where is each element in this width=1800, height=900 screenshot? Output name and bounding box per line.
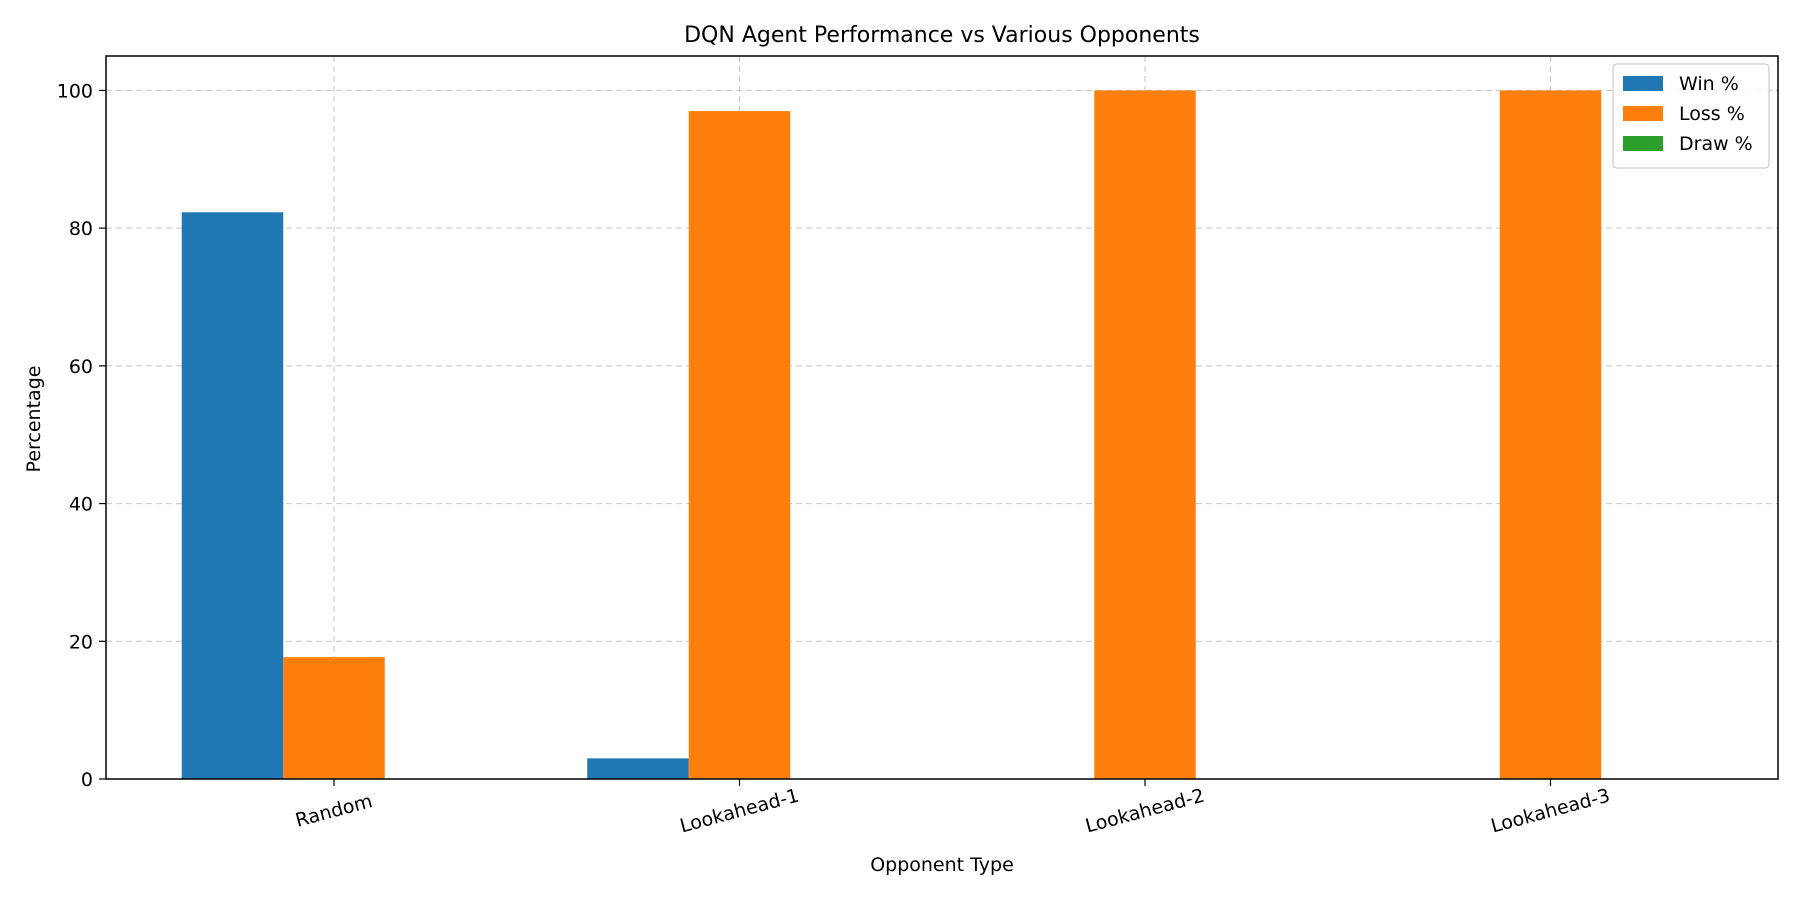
legend-swatch (1623, 106, 1663, 121)
x-tick-label: Random (293, 790, 375, 832)
y-axis-label: Percentage (23, 366, 45, 473)
axes-frame (105, 55, 1779, 780)
bar-win-lookahead-1 (587, 758, 689, 779)
x-axis-label: Opponent Type (870, 854, 1014, 876)
legend: Win % Loss % Draw % (1612, 63, 1770, 169)
y-tick-label: 40 (69, 494, 93, 516)
y-tick-label: 0 (81, 769, 93, 791)
y-tick-label: 80 (69, 218, 93, 240)
y-tick-label: 20 (69, 631, 93, 653)
x-tick-label: Lookahead-1 (678, 785, 802, 838)
bar-loss-random (283, 657, 385, 779)
bar-loss-lookahead-2 (1094, 90, 1196, 779)
bar-win-random (181, 212, 284, 779)
bars-layer (181, 90, 1602, 780)
y-tick-label: 100 (57, 80, 93, 102)
x-tick-label: Lookahead-3 (1489, 785, 1613, 838)
bar-loss-lookahead-3 (1499, 90, 1602, 779)
bar-loss-lookahead-1 (688, 111, 791, 780)
legend-label: Draw % (1679, 133, 1753, 155)
legend-label: Win % (1679, 73, 1739, 95)
y-tick-label: 60 (69, 356, 93, 378)
x-tick-label: Lookahead-2 (1083, 785, 1207, 838)
legend-swatch (1623, 76, 1663, 91)
axes-layer (105, 55, 1779, 780)
chart-title: DQN Agent Performance vs Various Opponen… (684, 23, 1200, 48)
legend-label: Loss % (1679, 103, 1745, 125)
legend-swatch (1623, 136, 1663, 151)
